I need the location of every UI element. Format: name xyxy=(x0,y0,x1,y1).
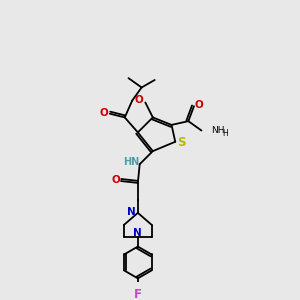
Text: N: N xyxy=(127,207,136,217)
Text: H: H xyxy=(222,129,228,138)
Text: O: O xyxy=(100,108,109,118)
Text: NH: NH xyxy=(211,126,224,135)
Text: O: O xyxy=(194,100,203,110)
Text: F: F xyxy=(134,288,142,300)
Text: N: N xyxy=(134,227,142,238)
Text: S: S xyxy=(177,136,185,149)
Text: HN: HN xyxy=(123,157,140,167)
Text: O: O xyxy=(111,175,120,185)
Text: O: O xyxy=(134,94,143,105)
